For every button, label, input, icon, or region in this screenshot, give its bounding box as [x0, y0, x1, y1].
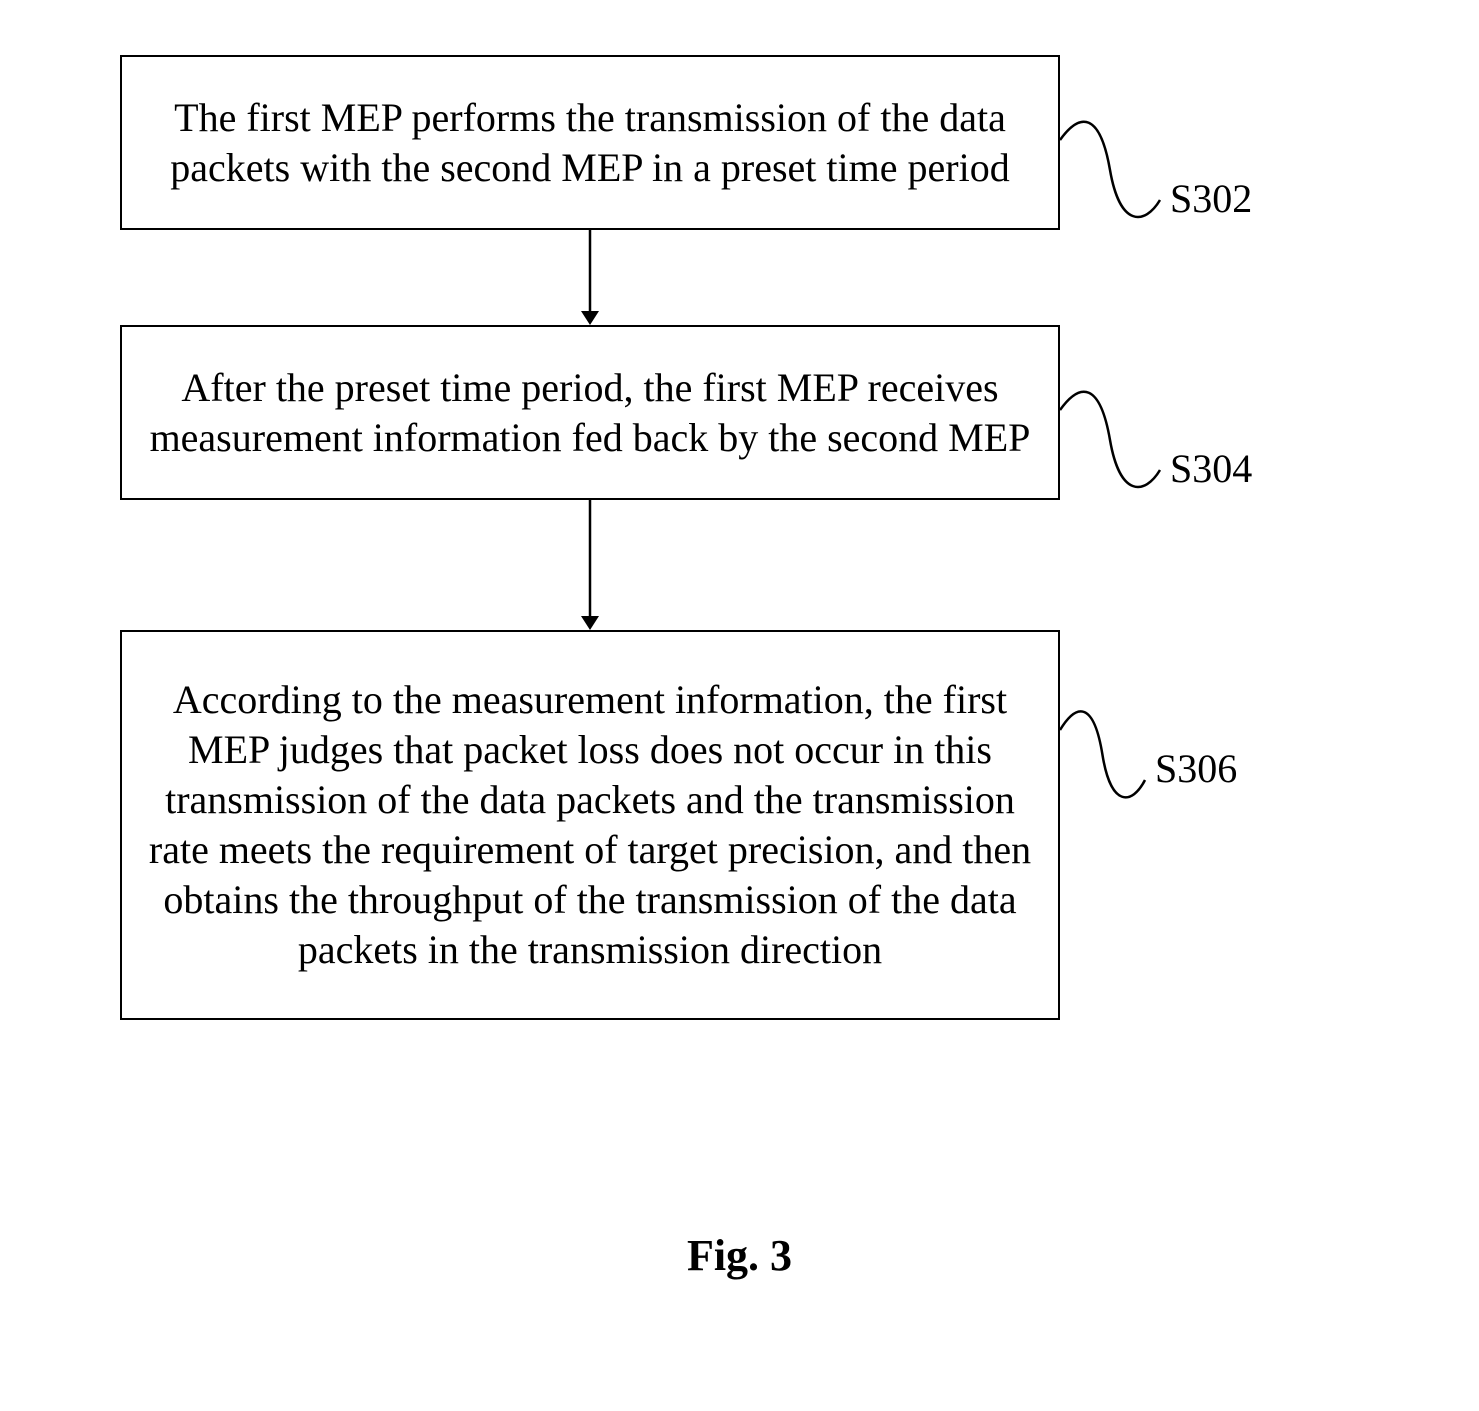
callout-squiggle-s304 — [1050, 380, 1170, 500]
step-text-s304: After the preset time period, the first … — [142, 363, 1038, 463]
step-box-s302: The first MEP performs the transmission … — [120, 55, 1060, 230]
step-label-s306: S306 — [1155, 745, 1237, 792]
arrow-1 — [570, 230, 610, 325]
step-box-s304: After the preset time period, the first … — [120, 325, 1060, 500]
step-text-s306: According to the measurement information… — [142, 675, 1038, 975]
figure-canvas: The first MEP performs the transmission … — [0, 0, 1479, 1411]
callout-squiggle-s306 — [1050, 700, 1155, 810]
step-label-s304: S304 — [1170, 445, 1252, 492]
step-text-s302: The first MEP performs the transmission … — [142, 93, 1038, 193]
step-box-s306: According to the measurement information… — [120, 630, 1060, 1020]
arrow-2 — [570, 500, 610, 630]
callout-squiggle-s302 — [1050, 110, 1170, 230]
step-label-s302: S302 — [1170, 175, 1252, 222]
figure-caption: Fig. 3 — [0, 1230, 1479, 1281]
